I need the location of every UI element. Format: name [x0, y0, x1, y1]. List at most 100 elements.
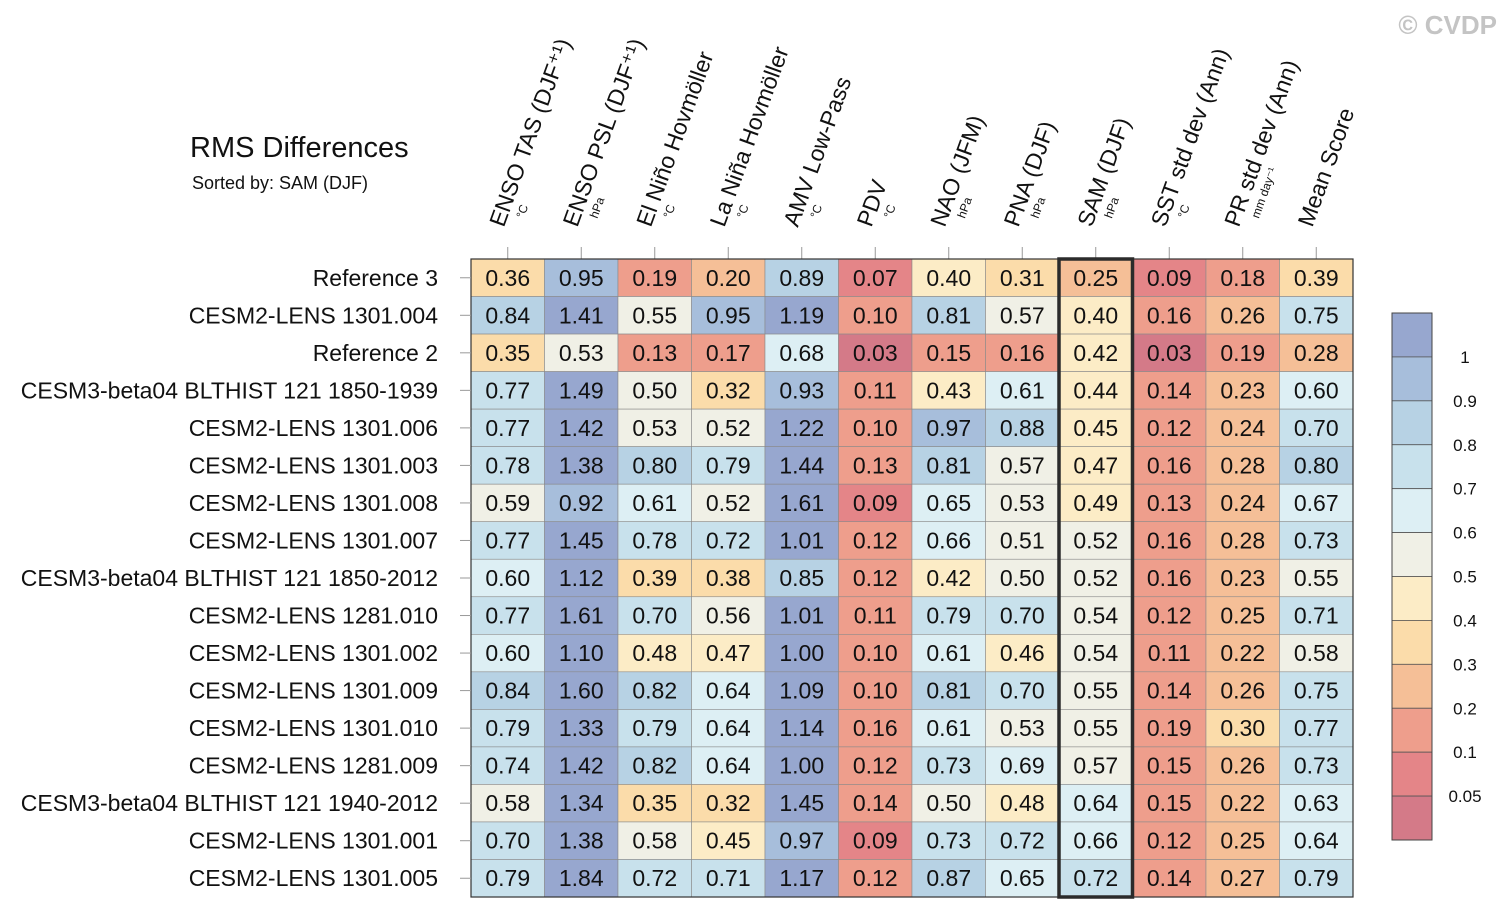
cell-value-label: 1.38	[559, 452, 604, 478]
cell-value-label: 0.40	[1073, 302, 1118, 328]
cell-value-label: 1.09	[779, 678, 824, 704]
heatmap-cell	[838, 784, 913, 823]
heatmap-cell	[470, 709, 545, 748]
cell-value-label: 0.63	[1294, 790, 1339, 816]
cell-value-label: 0.55	[1073, 678, 1118, 704]
heatmap-cell	[1279, 709, 1354, 748]
cell-value-label: 0.58	[632, 828, 677, 854]
heatmap-cell	[1279, 821, 1354, 860]
heatmap-cell	[764, 408, 839, 447]
cell-value-label: 0.12	[1147, 415, 1192, 441]
chart-title: RMS Differences	[190, 132, 409, 164]
row-label: CESM2-LENS 1281.010	[189, 603, 438, 629]
heatmap-cell	[691, 258, 766, 297]
cell-value-label: 0.87	[926, 865, 971, 891]
cell-value-label: 1.34	[559, 790, 604, 816]
cell-value-label: 0.28	[1220, 527, 1265, 553]
cell-value-label: 0.48	[632, 640, 677, 666]
heatmap-cell	[1132, 596, 1207, 635]
heatmap-cell	[544, 521, 619, 560]
colorbar-swatch	[1391, 663, 1433, 709]
cell-value-label: 0.52	[1073, 565, 1118, 591]
heatmap-cell	[1132, 558, 1207, 598]
cell-value-label: 0.13	[632, 340, 677, 366]
cell-value-label: 0.72	[1000, 828, 1045, 854]
column-unit-label: °C	[807, 202, 825, 220]
cell-value-label: 0.25	[1220, 603, 1265, 629]
cell-value-label: 0.39	[632, 565, 677, 591]
cell-value-label: 0.71	[1294, 603, 1339, 629]
heatmap-cell	[911, 821, 986, 860]
heatmap-cell	[985, 709, 1060, 748]
row-label: CESM2-LENS 1301.010	[189, 715, 438, 741]
cell-value-label: 0.07	[853, 265, 898, 291]
heatmap-cell	[911, 521, 986, 560]
cell-value-label: 0.59	[485, 490, 530, 516]
heatmap-cell	[911, 671, 986, 710]
cell-value-label: 0.38	[706, 565, 751, 591]
heatmap-cell	[911, 446, 986, 485]
heatmap-cell	[1279, 258, 1354, 297]
heatmap-cell	[544, 633, 619, 673]
heatmap-cell	[470, 296, 545, 335]
cell-value-label: 0.18	[1220, 265, 1265, 291]
heatmap-cell	[691, 296, 766, 335]
cell-value-label: 0.52	[706, 490, 751, 516]
heatmap-cell	[838, 821, 913, 860]
colorbar-swatch	[1391, 488, 1433, 533]
row-label: CESM2-LENS 1301.007	[189, 527, 438, 553]
heatmap-cell	[1279, 746, 1354, 785]
heatmap-cell	[1279, 521, 1354, 560]
cell-value-label: 0.64	[1073, 790, 1118, 816]
colorbar: 1 0.9 0.8 0.7 0.6 0.5 0.4 0.3 0.2 0.1 0.05	[1391, 312, 1482, 841]
cell-value-label: 0.60	[485, 565, 530, 591]
cell-value-label: 0.26	[1220, 753, 1265, 779]
column-unit-label: °C	[881, 202, 899, 220]
cell-value-label: 0.60	[485, 640, 530, 666]
cell-value-label: 0.57	[1000, 452, 1045, 478]
heatmap-cell	[1132, 408, 1207, 447]
row-label: CESM2-LENS 1301.003	[189, 452, 438, 478]
heatmap-cell	[544, 258, 619, 297]
colorbar-swatch	[1391, 576, 1433, 621]
cell-value-label: 0.09	[853, 828, 898, 854]
cell-value-label: 0.71	[706, 865, 751, 891]
heatmap-cell	[985, 521, 1060, 560]
cell-value-label: 0.16	[1147, 302, 1192, 328]
column-unit-label: °C	[660, 202, 678, 220]
cell-value-label: 0.47	[1073, 452, 1118, 478]
heatmap-cell	[911, 408, 986, 447]
colorbar-tick-label: 0.4	[1453, 611, 1477, 630]
cell-value-label: 0.27	[1220, 865, 1265, 891]
cell-value-label: 0.81	[926, 302, 971, 328]
cell-value-label: 0.57	[1000, 302, 1045, 328]
cell-value-label: 1.12	[559, 565, 604, 591]
cell-value-label: 0.15	[1147, 753, 1192, 779]
heatmap-cell	[764, 784, 839, 823]
heatmap-cell	[764, 709, 839, 748]
cell-value-label: 0.26	[1220, 302, 1265, 328]
heatmap-cell	[1279, 633, 1354, 673]
heatmap-cell	[1279, 596, 1354, 635]
cell-value-label: 0.12	[853, 865, 898, 891]
column-unit-label: hPa	[1101, 195, 1122, 220]
heatmap-cell	[1132, 821, 1207, 860]
heatmap-cell	[691, 859, 766, 898]
cell-value-label: 1.00	[779, 640, 824, 666]
heatmap-cell	[544, 671, 619, 710]
heatmap-cell	[691, 408, 766, 447]
cell-value-label: 0.75	[1294, 678, 1339, 704]
heatmap-cell	[985, 596, 1060, 635]
heatmap-cell	[617, 333, 692, 372]
cell-value-label: 0.09	[853, 490, 898, 516]
heatmap-cell	[691, 709, 766, 748]
cell-value-label: 0.11	[1148, 640, 1191, 666]
cell-value-label: 1.60	[559, 678, 604, 704]
cell-value-label: 0.10	[853, 302, 898, 328]
heatmap-cell	[1132, 296, 1207, 335]
heatmap-cell	[544, 746, 619, 785]
heatmap-cell	[1132, 746, 1207, 785]
cell-value-label: 0.42	[1073, 340, 1118, 366]
cell-value-label: 0.79	[706, 452, 751, 478]
heatmap-cell	[691, 821, 766, 860]
